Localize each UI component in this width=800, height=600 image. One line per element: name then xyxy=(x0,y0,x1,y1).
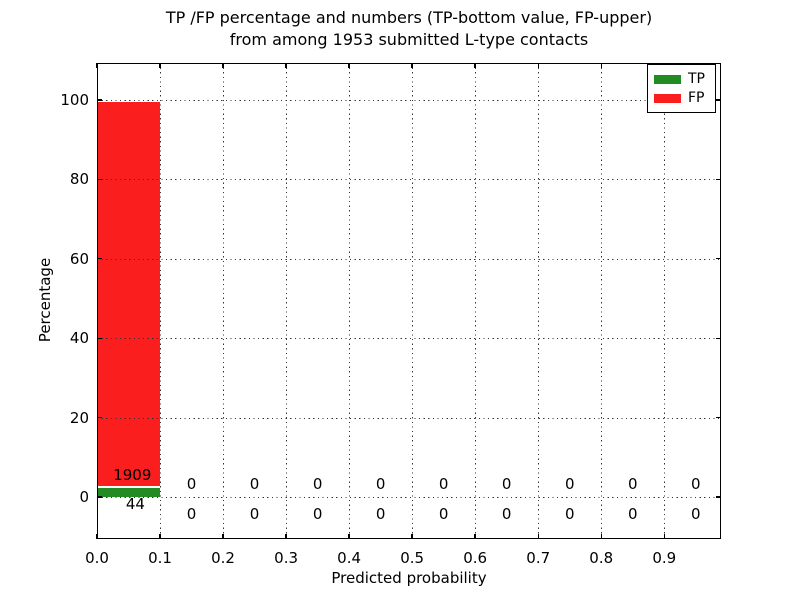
legend-entry-tp: TP xyxy=(654,72,709,86)
tp-count-annotation: 0 xyxy=(691,504,701,523)
tp-count-annotation: 0 xyxy=(249,504,260,523)
legend: TP FP xyxy=(647,64,716,113)
x-tick-label: 0.6 xyxy=(463,549,488,567)
chart-title: TP /FP percentage and numbers (TP-bottom… xyxy=(97,7,721,51)
y-tick-label: 60 xyxy=(69,249,89,268)
x-tick-mark-top xyxy=(411,63,413,68)
x-tick-mark xyxy=(348,534,350,539)
y-tick-mark xyxy=(97,416,102,419)
v-gridline xyxy=(286,63,288,539)
y-tick-mark xyxy=(97,178,102,181)
bar-segment-tp xyxy=(97,488,161,497)
x-tick-mark-top xyxy=(474,63,476,68)
h-gridline xyxy=(97,179,721,181)
x-tick-mark xyxy=(222,534,224,539)
h-gridline xyxy=(97,417,721,419)
x-tick-label: 0.7 xyxy=(526,549,551,567)
fp-count-annotation: 0 xyxy=(312,474,323,493)
x-tick-mark xyxy=(159,534,161,539)
y-tick-mark-right xyxy=(716,178,721,181)
v-gridline xyxy=(223,63,225,539)
x-tick-mark xyxy=(96,534,98,539)
fp-color-swatch-icon xyxy=(654,93,681,103)
fp-count-annotation: 0 xyxy=(501,474,512,493)
x-tick-label: 0.0 xyxy=(85,549,109,567)
tp-count-annotation: 0 xyxy=(186,504,197,523)
x-tick-label: 0.4 xyxy=(337,549,362,567)
tp-count-annotation: 44 xyxy=(125,495,145,514)
v-gridline xyxy=(601,63,603,539)
v-gridline xyxy=(538,63,540,539)
x-tick-label: 0.2 xyxy=(211,549,235,567)
y-tick-label: 100 xyxy=(60,91,89,109)
tp-color-swatch-icon xyxy=(654,74,681,84)
x-tick-mark xyxy=(537,534,539,539)
plot-area: 1909 44 0 0 0 0 0 0 0 0 0 0 0 0 0 0 0 0 0 0 xyxy=(96,63,721,539)
x-tick-label: 0.9 xyxy=(652,549,677,567)
y-tick-mark-right xyxy=(716,99,721,101)
fp-count-annotation: 0 xyxy=(564,474,575,493)
y-tick-label: 40 xyxy=(69,329,89,348)
chart-title-line1: TP /FP percentage and numbers (TP-bottom… xyxy=(165,8,653,27)
fp-count-annotation: 0 xyxy=(186,474,197,493)
v-gridline xyxy=(664,63,666,539)
tp-count-annotation: 0 xyxy=(564,504,575,523)
x-tick-mark-top xyxy=(600,63,602,68)
fp-count-annotation: 0 xyxy=(438,474,449,493)
y-tick-mark xyxy=(97,99,102,101)
x-axis-label: Predicted probability xyxy=(331,569,487,587)
y-tick-mark-right xyxy=(716,496,721,498)
fp-count-annotation: 0 xyxy=(691,474,701,493)
legend-label-fp: FP xyxy=(688,90,705,106)
v-gridline xyxy=(475,63,477,539)
legend-entry-fp: FP xyxy=(654,91,709,105)
y-tick-mark xyxy=(97,496,102,498)
h-gridline xyxy=(97,497,721,498)
x-tick-mark xyxy=(600,534,602,539)
y-tick-mark-right xyxy=(716,337,721,339)
y-tick-label: 0 xyxy=(79,488,89,506)
x-tick-mark-top xyxy=(285,63,287,68)
tp-count-annotation: 0 xyxy=(627,504,638,523)
fp-count-annotation: 0 xyxy=(375,474,386,493)
bar-segment-fp xyxy=(97,102,161,489)
x-tick-mark xyxy=(285,534,287,539)
v-gridline xyxy=(349,63,351,539)
legend-label-tp: TP xyxy=(688,71,705,87)
fp-count-annotation: 1909 xyxy=(113,466,152,485)
fp-count-annotation: 0 xyxy=(249,474,260,493)
h-gridline xyxy=(97,100,721,101)
y-tick-mark xyxy=(97,258,102,260)
h-gridline xyxy=(97,258,721,260)
y-tick-label: 20 xyxy=(69,408,89,427)
tp-count-annotation: 0 xyxy=(501,504,512,523)
x-tick-mark-top xyxy=(222,63,224,68)
fp-count-annotation: 0 xyxy=(627,474,638,493)
x-tick-mark xyxy=(663,534,665,539)
x-tick-mark xyxy=(474,534,476,539)
x-tick-mark-top xyxy=(348,63,350,68)
y-tick-label: 80 xyxy=(69,170,89,189)
chart-title-line2: from among 1953 submitted L-type contact… xyxy=(229,30,589,49)
v-gridline xyxy=(412,63,414,539)
x-tick-label: 0.5 xyxy=(400,549,425,567)
y-tick-mark-right xyxy=(716,258,721,260)
x-tick-mark-top xyxy=(159,63,161,68)
v-gridline xyxy=(160,63,162,539)
tp-count-annotation: 0 xyxy=(312,504,323,523)
y-tick-mark-right xyxy=(716,416,721,419)
x-tick-label: 0.8 xyxy=(589,549,614,567)
x-tick-mark-top xyxy=(537,63,539,68)
tp-count-annotation: 0 xyxy=(438,504,449,523)
h-gridline xyxy=(97,338,721,340)
x-tick-mark-top xyxy=(96,63,98,68)
y-tick-mark xyxy=(97,337,102,339)
x-tick-mark xyxy=(411,534,413,539)
x-tick-label: 0.3 xyxy=(274,549,299,567)
x-tick-label: 0.1 xyxy=(148,549,172,567)
tp-count-annotation: 0 xyxy=(375,504,386,523)
